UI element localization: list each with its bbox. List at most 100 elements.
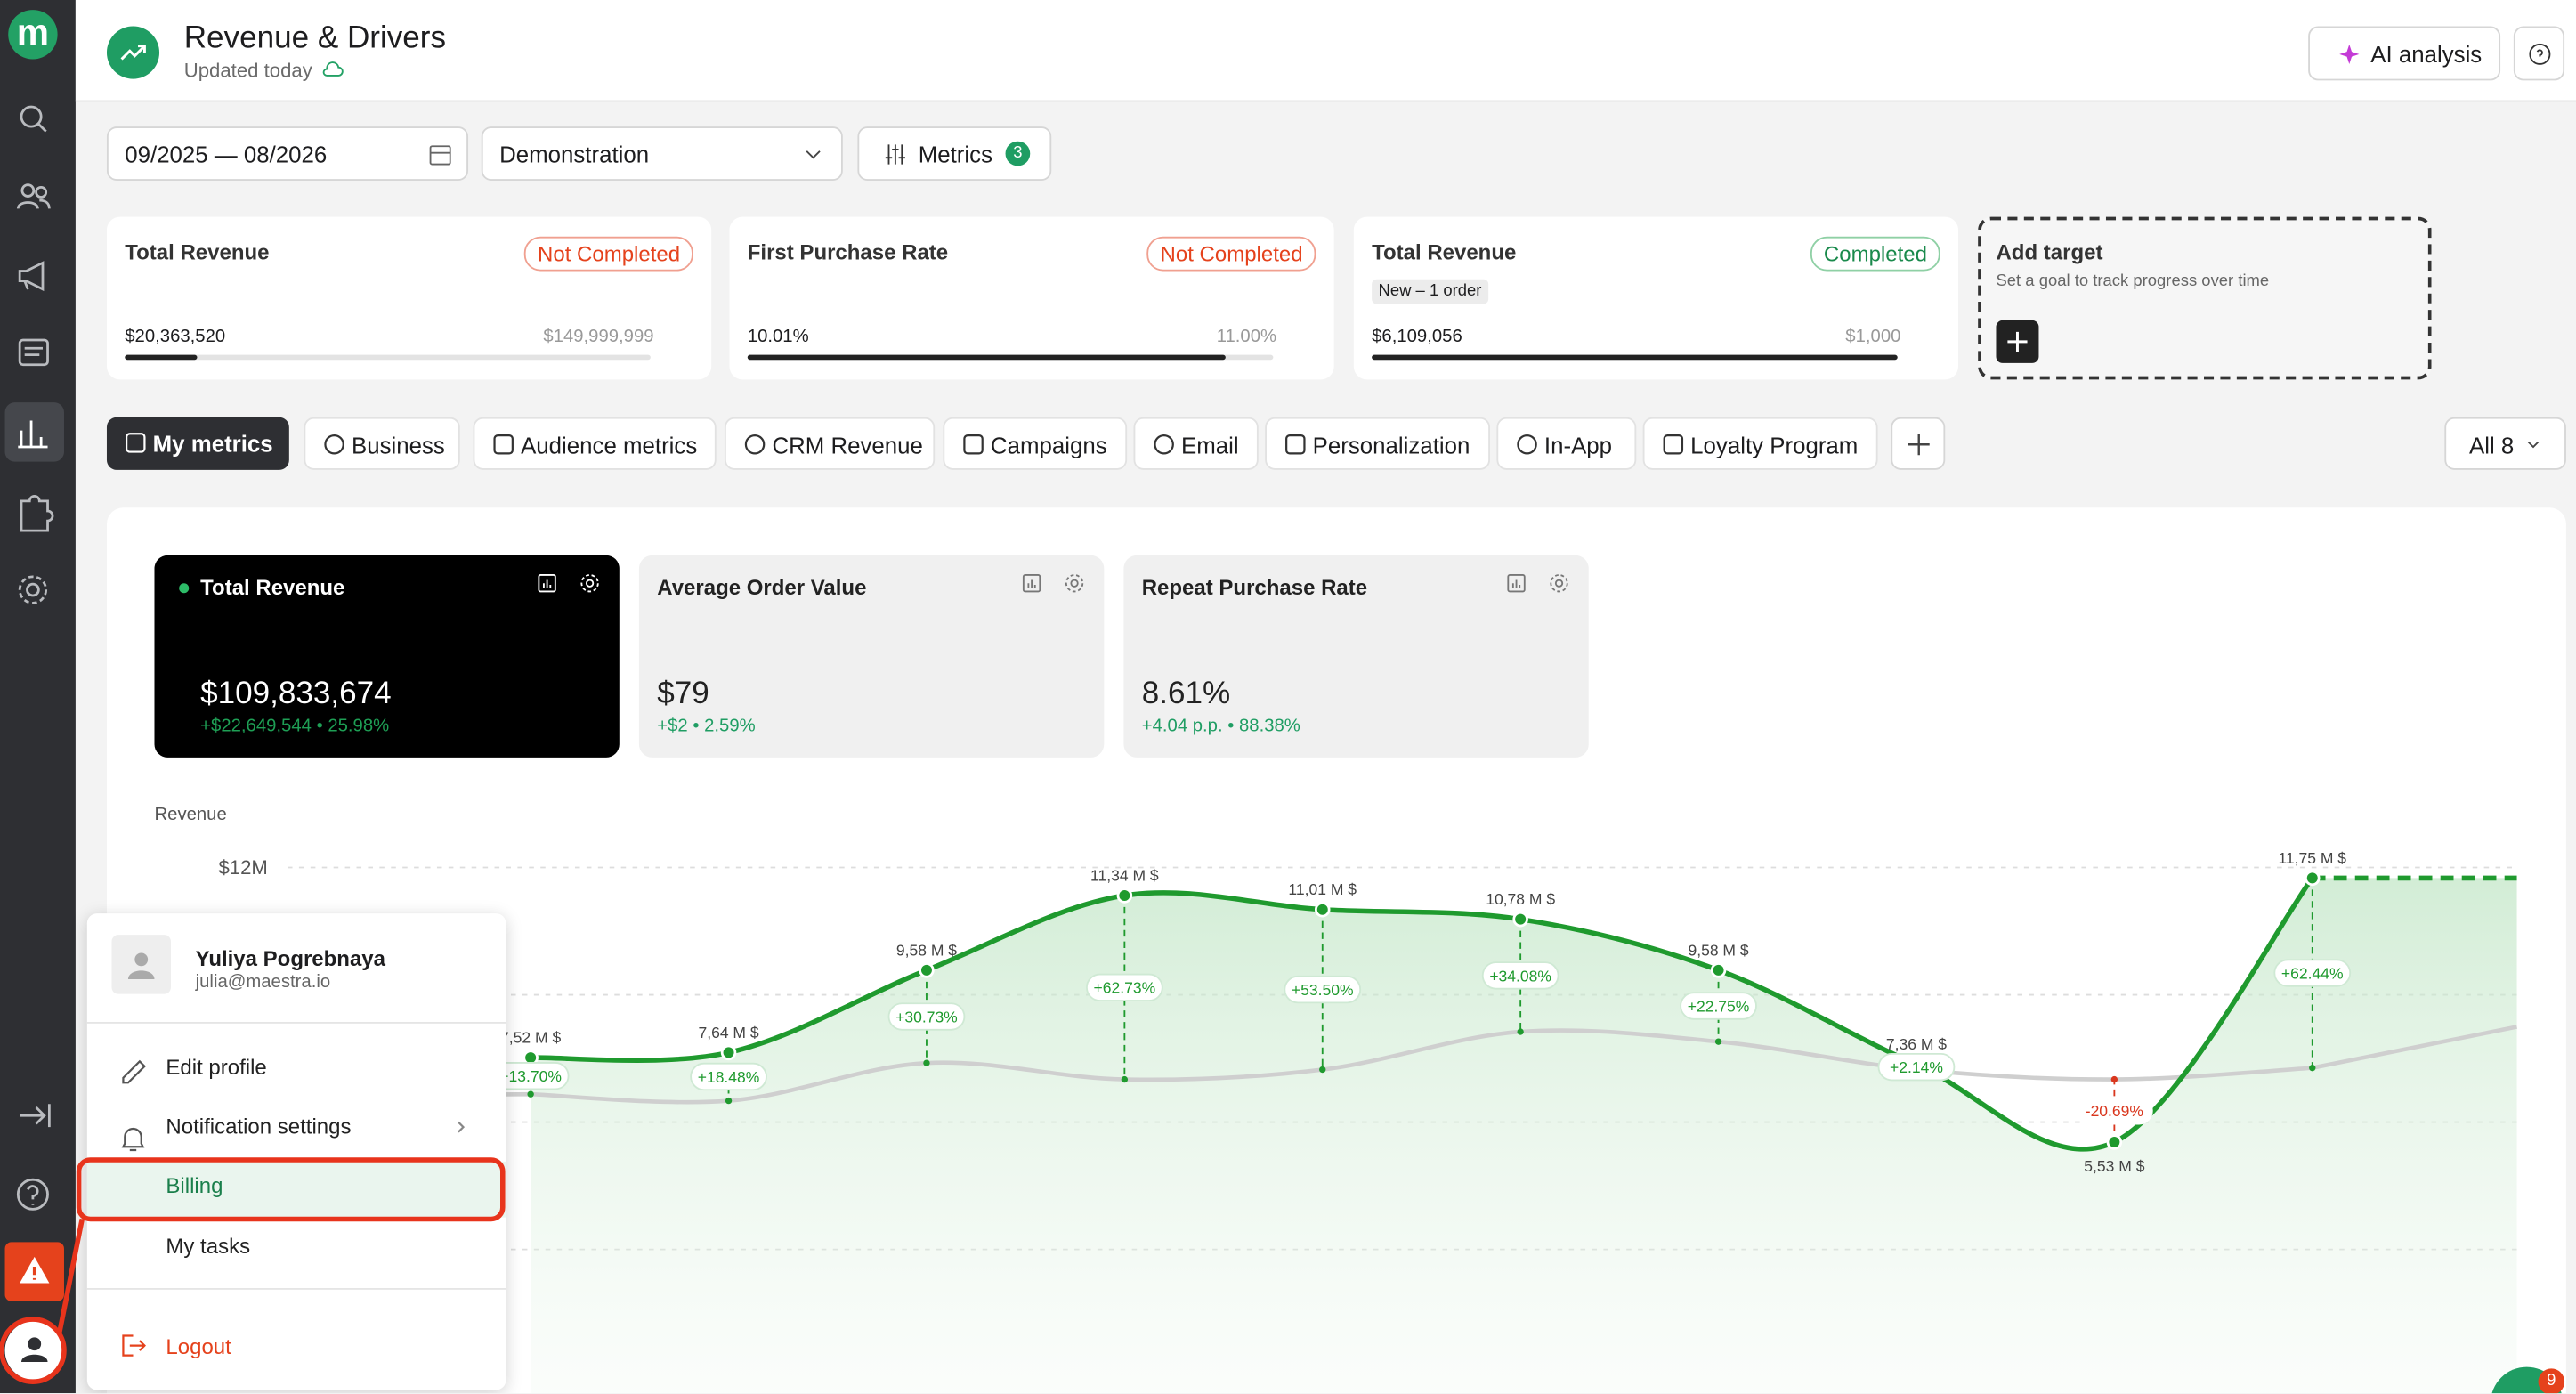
- point: [2304, 870, 2321, 887]
- all-tabs-button[interactable]: All 8: [2444, 417, 2566, 470]
- point: [2106, 1134, 2123, 1150]
- change-label: +34.08%: [1489, 967, 1551, 985]
- cloud-icon: [322, 61, 344, 77]
- ai-analysis-label: AI analysis: [2370, 41, 2483, 68]
- tab-label: Audience metrics: [521, 432, 698, 458]
- metric-title: Repeat Purchase Rate: [1141, 574, 1368, 600]
- header: Revenue & Drivers Updated today AI analy…: [75, 0, 2576, 102]
- ai-analysis-button[interactable]: AI analysis: [2308, 26, 2501, 81]
- point: [1710, 962, 1727, 978]
- comparison-point: [1517, 1028, 1524, 1035]
- tab[interactable]: CRM Revenue: [724, 417, 936, 470]
- change-pill: [690, 1062, 767, 1091]
- all-tabs-label: All 8: [2469, 432, 2515, 458]
- chat-badge: 9: [2538, 1368, 2565, 1394]
- chevron-down: [806, 150, 821, 159]
- menu-item[interactable]: My tasks: [166, 1234, 251, 1259]
- change-label: +30.73%: [895, 1008, 958, 1025]
- change-pill: [887, 1002, 966, 1031]
- y-tick-label: $12M: [218, 856, 267, 879]
- value-label: 9,58 M $: [896, 941, 957, 959]
- value-label: 9,58 M $: [1688, 941, 1748, 959]
- date-range-picker[interactable]: 09/2025 — 08/2026: [106, 126, 469, 182]
- change-pill: [1680, 992, 1757, 1020]
- tab-label: Personalization: [1312, 432, 1470, 458]
- value-label: 5,53 M $: [2084, 1157, 2144, 1175]
- tab[interactable]: My metrics: [106, 417, 289, 470]
- add-target-plus[interactable]: [1996, 320, 2039, 363]
- comparison-point: [1714, 1038, 1722, 1045]
- tab-icon: [324, 434, 344, 455]
- tab-label: Business: [351, 432, 445, 458]
- metrics-button[interactable]: Metrics 3: [857, 126, 1052, 182]
- target-current: $20,363,520: [125, 327, 226, 347]
- target-title: First Purchase Rate: [747, 239, 949, 265]
- metric-card[interactable]: Repeat Purchase Rate 8.61% +4.04 p.p. • 88…: [1123, 555, 1589, 758]
- metric-card[interactable]: Total Revenue $109,833,674 +$22,649,544 • …: [154, 555, 620, 758]
- target-goal: $1,000: [1845, 327, 1901, 347]
- value-label: 7,64 M $: [698, 1024, 758, 1041]
- tab[interactable]: Personalization: [1265, 417, 1491, 470]
- card-actions[interactable]: [1506, 573, 1572, 596]
- segment-select[interactable]: Demonstration: [481, 126, 843, 182]
- value-label: 7,52 M $: [500, 1029, 561, 1047]
- value-label: 10,78 M $: [1486, 890, 1555, 908]
- logout-item[interactable]: Logout: [166, 1333, 231, 1359]
- progress-bar: [125, 354, 197, 361]
- alert-button[interactable]: [4, 1242, 64, 1301]
- menu-item[interactable]: Notification settings: [166, 1114, 352, 1139]
- area: [531, 878, 2517, 1394]
- metric-change: +$22,649,544 • 25.98%: [200, 716, 390, 736]
- updated-text: Updated today: [183, 59, 312, 83]
- change-label: +62.73%: [1094, 979, 1156, 997]
- metric-card[interactable]: Average Order Value $79 +$2 • 2.59%: [638, 555, 1105, 758]
- menu-item[interactable]: Edit profile: [166, 1054, 267, 1080]
- comparison-line: [154, 1025, 2518, 1105]
- tab[interactable]: Campaigns: [943, 417, 1128, 470]
- change-label: +2.14%: [1890, 1058, 1943, 1076]
- change-label: +13.70%: [499, 1067, 562, 1085]
- progress-track: [125, 354, 651, 361]
- add-target-card[interactable]: Add target Set a goal to track progress …: [1978, 216, 2432, 380]
- tab[interactable]: Email: [1133, 417, 1259, 470]
- user-menu: Yuliya Pogrebnaya julia@maestra.io Logou…: [86, 913, 506, 1390]
- card-actions[interactable]: [1022, 573, 1088, 596]
- tab-label: My metrics: [152, 430, 273, 458]
- change-pill: [1085, 973, 1163, 1001]
- change-label: +53.50%: [1292, 981, 1354, 999]
- help-button[interactable]: [2513, 26, 2565, 81]
- tab-icon: [744, 434, 766, 455]
- value-label: 11,75 M $: [2278, 849, 2346, 867]
- metrics-count: 3: [1005, 141, 1031, 166]
- progress-bar: [1372, 354, 1898, 361]
- chevron-down: [2527, 441, 2540, 449]
- comparison-point: [923, 1059, 930, 1066]
- point: [1314, 901, 1331, 918]
- sidebar: m: [0, 0, 76, 1394]
- divider: [86, 1022, 506, 1024]
- comparison-point: [2110, 1075, 2118, 1083]
- tab[interactable]: In-App: [1496, 417, 1637, 470]
- tab[interactable]: Loyalty Program: [1642, 417, 1878, 470]
- plus-icon: [1908, 434, 1930, 456]
- comparison-point: [2309, 1064, 2316, 1072]
- target-card[interactable]: First Purchase Rate Not Completed 10.01% 11…: [729, 216, 1334, 380]
- calendar-icon: [429, 145, 451, 166]
- metric-title: Total Revenue: [200, 574, 345, 600]
- menu-item[interactable]: Billing: [166, 1172, 223, 1198]
- metric-change: +4.04 p.p. • 88.38%: [1141, 716, 1300, 736]
- help-icon: [2529, 43, 2551, 65]
- tab-icon: [493, 434, 514, 455]
- page-title: Revenue & Drivers: [183, 20, 447, 56]
- point: [1116, 887, 1133, 904]
- target-card[interactable]: Total Revenue Completed New – 1 order $6,10…: [1353, 216, 1959, 380]
- add-tab-button[interactable]: [1891, 417, 1946, 470]
- tab[interactable]: Business: [304, 417, 460, 470]
- card-actions[interactable]: [538, 573, 603, 596]
- logo[interactable]: m: [8, 10, 58, 60]
- tab-icon: [1285, 434, 1306, 455]
- target-card[interactable]: Total Revenue Not Completed $20,363,520 $14…: [106, 216, 712, 380]
- tab[interactable]: Audience metrics: [473, 417, 717, 470]
